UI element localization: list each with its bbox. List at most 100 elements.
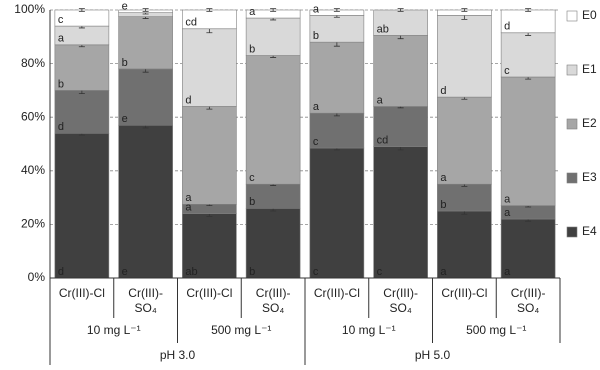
error-bar: [397, 8, 404, 12]
significance-label: e: [122, 1, 128, 13]
significance-label: e: [122, 266, 128, 278]
significance-label: d: [58, 266, 64, 278]
significance-label: a: [504, 207, 511, 219]
significance-label: a: [185, 202, 192, 214]
significance-label: cd: [185, 17, 197, 29]
significance-label: ab: [377, 23, 389, 35]
legend-label: E2: [582, 116, 597, 130]
bar-segment: [437, 210, 492, 279]
x-tick-label: SO₄: [390, 301, 412, 315]
y-tick-label: 100%: [14, 2, 45, 16]
x-tick-label: Cr(III)-Cl: [441, 286, 487, 300]
significance-label: b: [249, 266, 255, 278]
x-tick-label: SO₄: [517, 301, 539, 315]
bar-segment: [437, 183, 492, 212]
bar-segment: [54, 132, 110, 279]
y-tick-label: 0%: [28, 270, 46, 284]
legend-swatch: [566, 226, 578, 238]
x-tick-label: Cr(III)-Cl: [186, 286, 232, 300]
error-bar: [142, 8, 149, 12]
significance-label: cd: [377, 135, 389, 147]
significance-label: a: [249, 6, 256, 18]
legend-label: E4: [582, 224, 597, 238]
bar-segment: [245, 17, 301, 56]
significance-label: c: [313, 266, 319, 278]
significance-label: b: [313, 30, 319, 42]
significance-label: a: [440, 266, 447, 278]
significance-label: d: [185, 94, 191, 106]
legend-swatch: [566, 64, 578, 76]
significance-label: a: [504, 194, 511, 206]
group-label: 500 mg L⁻¹: [466, 323, 526, 337]
bar-segment: [245, 208, 301, 279]
bar-segment: [118, 124, 173, 279]
legend-label: E1: [582, 62, 597, 76]
significance-label: b: [440, 199, 446, 211]
error-bar: [333, 8, 340, 12]
group-label: 500 mg L⁻¹: [211, 323, 271, 337]
bar-segment: [373, 146, 428, 279]
significance-label: a: [377, 94, 384, 106]
significance-label: a: [58, 33, 65, 45]
group-label: 10 mg L⁻¹: [342, 323, 396, 337]
x-tick-label: Cr(III)-: [383, 286, 418, 300]
error-bar: [270, 8, 277, 12]
legend-swatch: [566, 10, 578, 22]
group-label: 10 mg L⁻¹: [87, 323, 141, 337]
bar-segment: [309, 41, 365, 114]
significance-label: b: [58, 78, 64, 90]
significance-label: c: [377, 266, 383, 278]
bar-segment: [309, 147, 365, 279]
x-tick-label: Cr(III)-: [128, 286, 163, 300]
significance-label: c: [249, 172, 255, 184]
significance-label: b: [122, 57, 128, 69]
bar-segment: [118, 16, 173, 70]
legend-label: E0: [582, 8, 597, 22]
bar-segment: [373, 9, 428, 36]
bar-segment: [500, 76, 556, 206]
significance-label: a: [185, 192, 192, 204]
x-tick-label: SO₄: [135, 301, 157, 315]
group-label: pH 5.0: [415, 348, 451, 362]
bar-segment: [245, 183, 301, 209]
legend-label: E3: [582, 170, 597, 184]
significance-label: d: [504, 21, 510, 33]
significance-label: c: [504, 65, 510, 77]
significance-label: a: [313, 3, 320, 15]
bar-segment: [118, 68, 173, 126]
bar-segment: [373, 35, 428, 107]
bar-segment: [500, 32, 556, 78]
error-bar: [461, 8, 468, 12]
significance-label: ab: [185, 266, 197, 278]
significance-label: c: [58, 14, 64, 26]
significance-label: a: [313, 101, 320, 113]
bar-segment: [245, 55, 301, 185]
error-bar: [206, 8, 213, 12]
error-bar: [78, 8, 85, 12]
x-tick-label: Cr(III)-: [511, 286, 546, 300]
bar-segment: [437, 96, 492, 185]
y-tick-label: 60%: [21, 109, 45, 123]
bar-segment: [182, 106, 237, 205]
bar-segment: [182, 28, 237, 107]
x-tick-label: Cr(III)-Cl: [59, 286, 105, 300]
significance-label: b: [249, 43, 255, 55]
significance-label: a: [440, 172, 447, 184]
x-tick-label: Cr(III)-Cl: [314, 286, 360, 300]
bar-segment: [437, 15, 492, 98]
x-tick-label: Cr(III)-: [256, 286, 291, 300]
x-tick-label: SO₄: [262, 301, 284, 315]
legend-swatch: [566, 118, 578, 130]
significance-label: c: [313, 136, 319, 148]
significance-label: d: [440, 85, 446, 97]
bar-segment: [182, 213, 237, 279]
error-bar: [525, 8, 532, 12]
bar-segment: [309, 112, 365, 149]
significance-label: d: [58, 121, 64, 133]
bar-segment: [54, 90, 110, 134]
legend-swatch: [566, 172, 578, 184]
significance-label: a: [504, 266, 511, 278]
y-tick-label: 80%: [21, 56, 45, 70]
significance-label: b: [249, 196, 255, 208]
